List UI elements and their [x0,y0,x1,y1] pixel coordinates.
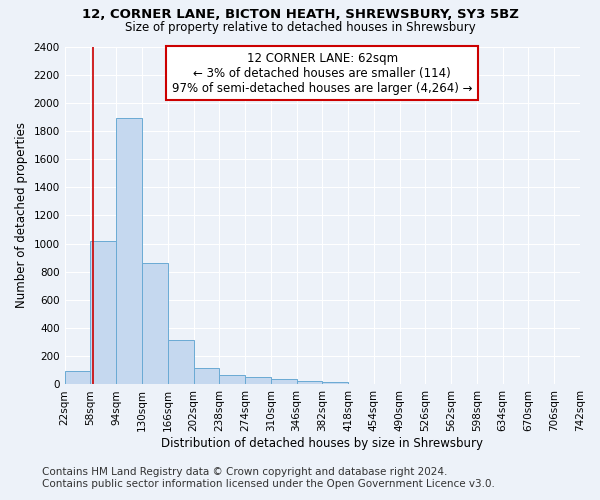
Bar [219,376,245,384]
X-axis label: Distribution of detached houses by size in Shrewsbury: Distribution of detached houses by size … [161,437,484,450]
Bar [271,379,296,384]
Text: Contains HM Land Registry data © Crown copyright and database right 2024.
Contai: Contains HM Land Registry data © Crown c… [42,468,495,489]
Text: 12 CORNER LANE: 62sqm
← 3% of detached houses are smaller (114)
97% of semi-deta: 12 CORNER LANE: 62sqm ← 3% of detached h… [172,52,473,94]
Bar [296,381,322,384]
Text: Size of property relative to detached houses in Shrewsbury: Size of property relative to detached ho… [125,21,475,34]
Bar [142,264,168,384]
Bar [245,376,271,384]
Bar [91,241,116,384]
Bar [168,340,193,384]
Y-axis label: Number of detached properties: Number of detached properties [15,122,28,308]
Bar [322,382,348,384]
Bar [193,368,219,384]
Bar [65,371,91,384]
Text: 12, CORNER LANE, BICTON HEATH, SHREWSBURY, SY3 5BZ: 12, CORNER LANE, BICTON HEATH, SHREWSBUR… [82,8,518,20]
Bar [116,118,142,384]
